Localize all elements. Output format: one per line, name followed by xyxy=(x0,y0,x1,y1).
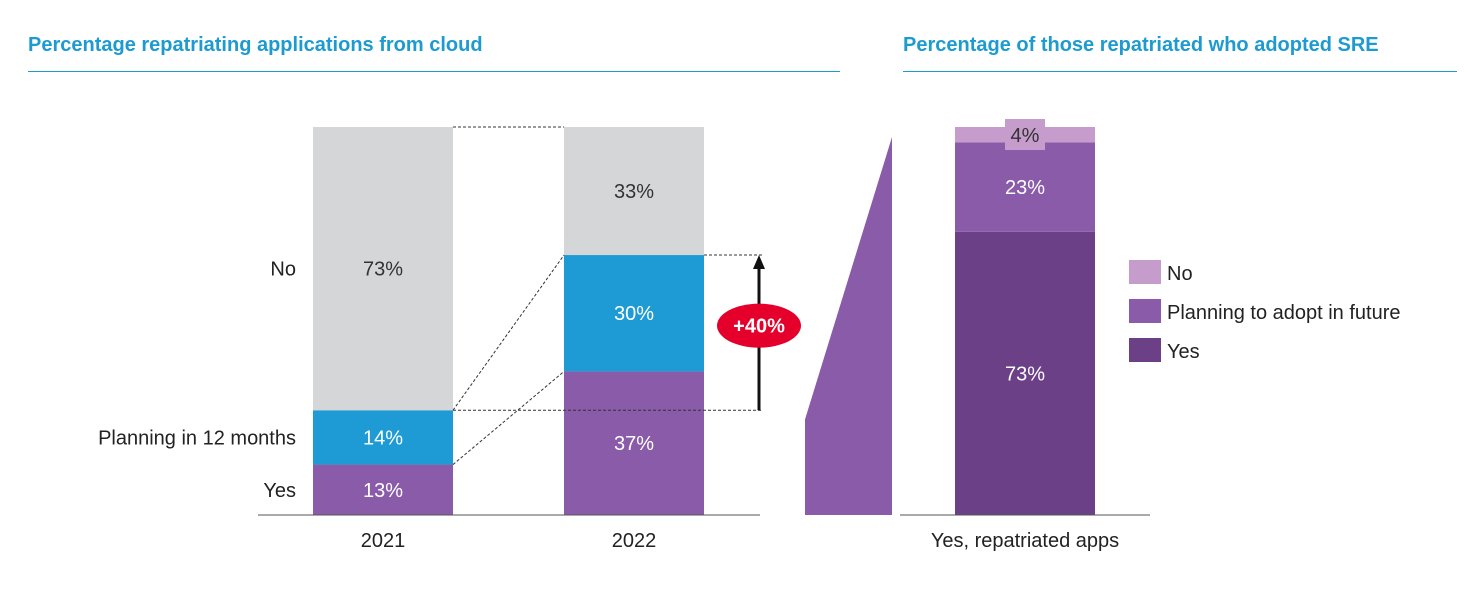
bar-repatriated-planning-to-adopt-in-future xyxy=(955,142,1095,232)
legend-label-planning-to-adopt-in-future: Planning to adopt in future xyxy=(1167,302,1401,324)
value-label-2021-planning-in-12-months: 14% xyxy=(363,427,403,449)
increase-arrow-head xyxy=(753,255,765,270)
value-label-2022-no: 33% xyxy=(614,181,654,203)
connector-yes-top xyxy=(452,371,565,465)
series-label-no: No xyxy=(270,259,296,281)
increase-badge xyxy=(717,303,801,348)
series-label-yes: Yes xyxy=(263,480,296,502)
value-label-2021-yes: 13% xyxy=(363,480,403,502)
legend-label-no: No xyxy=(1167,263,1193,285)
expansion-wedge xyxy=(805,137,892,515)
value-label-repatriated-no: 4% xyxy=(1011,125,1040,147)
value-label-2022-planning-in-12-months: 30% xyxy=(614,303,654,325)
value-label-2021-no: 73% xyxy=(363,259,403,281)
value-box-repatriated-no xyxy=(1005,119,1045,150)
increase-badge-label: +40% xyxy=(733,316,785,338)
connector-planning-top xyxy=(452,254,565,411)
x-tick-label-repatriated: Yes, repatriated apps xyxy=(931,530,1119,552)
legend-swatch-yes xyxy=(1129,338,1161,362)
legend-swatch-no xyxy=(1129,260,1161,284)
bar-2022-planning-in-12-months xyxy=(564,255,704,372)
bar-2022-no xyxy=(564,127,704,256)
bar-2021-yes xyxy=(313,464,453,515)
left-chart-title: Percentage repatriating applications fro… xyxy=(28,34,483,56)
legend-label-yes: Yes xyxy=(1167,341,1200,363)
bar-2021-no xyxy=(313,127,453,411)
value-label-2022-yes: 37% xyxy=(614,433,654,455)
bar-2021-planning-in-12-months xyxy=(313,410,453,465)
value-label-repatriated-planning-to-adopt-in-future: 23% xyxy=(1005,177,1045,199)
left-title-rule xyxy=(28,71,840,72)
value-label-repatriated-yes: 73% xyxy=(1005,363,1045,385)
series-label-planning-in-12-months: Planning in 12 months xyxy=(98,427,296,449)
legend-swatch-planning-to-adopt-in-future xyxy=(1129,299,1161,323)
bar-2022-yes xyxy=(564,371,704,515)
x-tick-label-2022: 2022 xyxy=(612,530,657,552)
right-title-rule xyxy=(903,71,1457,72)
bar-repatriated-yes xyxy=(955,231,1095,515)
x-tick-label-2021: 2021 xyxy=(361,530,406,552)
right-chart-title: Percentage of those repatriated who adop… xyxy=(903,34,1379,56)
